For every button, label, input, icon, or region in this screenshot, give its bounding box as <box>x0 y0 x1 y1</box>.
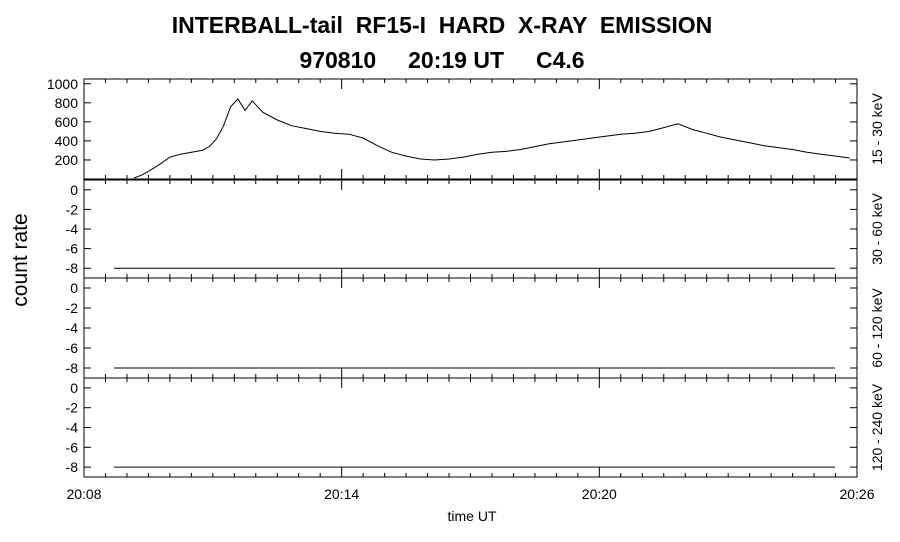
y-tick-label: 0 <box>70 280 78 296</box>
x-ticks-group: 20:08 20:14 20:20 20:26 <box>66 486 874 502</box>
y-tick-label: -8 <box>66 459 79 475</box>
band-label: 15 - 30 keV <box>869 93 885 165</box>
x-tick-label: 20:20 <box>582 486 617 502</box>
y-tick-label: 200 <box>55 152 79 168</box>
y-tick-label: -6 <box>66 439 79 455</box>
panel-frame <box>83 377 858 478</box>
x-tick-label: 20:26 <box>839 486 874 502</box>
panel-frame <box>83 179 858 279</box>
y-tick-label: -2 <box>66 201 79 217</box>
y-tick-label: -6 <box>66 340 79 356</box>
panel-1: 1000 800 600 400 200 15 - 30 keV <box>47 76 885 180</box>
x-axis-label: time UT <box>448 508 497 524</box>
panel-4: -8 -6 -4 -2 0 120 - 240 keV <box>66 377 885 478</box>
panel-3: -8 -6 -4 -2 0 60 - 120 keV <box>66 277 885 379</box>
panel-frame <box>83 78 858 180</box>
panel-2: -8 -6 -4 -2 0 30 - 60 keV <box>66 179 885 279</box>
y-tick-label: 1000 <box>47 76 78 92</box>
band-label: 60 - 120 keV <box>869 288 885 368</box>
chart-title: INTERBALL-tail RF15-I HARD X-RAY EMISSIO… <box>171 12 713 38</box>
y-tick-label: -6 <box>66 241 79 257</box>
chart-subtitle: 970810 20:19 UT C4.6 <box>299 47 585 73</box>
y-tick-label: -4 <box>66 221 79 237</box>
y-tick-label: 800 <box>55 95 79 111</box>
band-label: 30 - 60 keV <box>869 193 885 265</box>
y-tick-label: -8 <box>66 360 79 376</box>
panel-frame <box>83 277 858 379</box>
y-tick-label: -2 <box>66 300 79 316</box>
y-tick-label: -4 <box>66 420 79 436</box>
x-tick-label: 20:08 <box>66 486 101 502</box>
y-tick-label: 0 <box>70 182 78 198</box>
y-tick-label: 0 <box>70 380 78 396</box>
band-label: 120 - 240 keV <box>869 383 885 471</box>
x-tick-label: 20:14 <box>324 486 359 502</box>
panels-group: 1000 800 600 400 200 15 - 30 keV -8 -6 -4 -2 0 30 -… <box>47 76 885 478</box>
y-tick-label: -8 <box>66 260 79 276</box>
y-axis-label: count rate <box>9 213 32 306</box>
y-tick-label: 600 <box>55 114 79 130</box>
y-tick-label: 400 <box>55 133 79 149</box>
y-tick-label: -4 <box>66 320 79 336</box>
y-tick-label: -2 <box>66 400 79 416</box>
series-line <box>133 98 850 179</box>
